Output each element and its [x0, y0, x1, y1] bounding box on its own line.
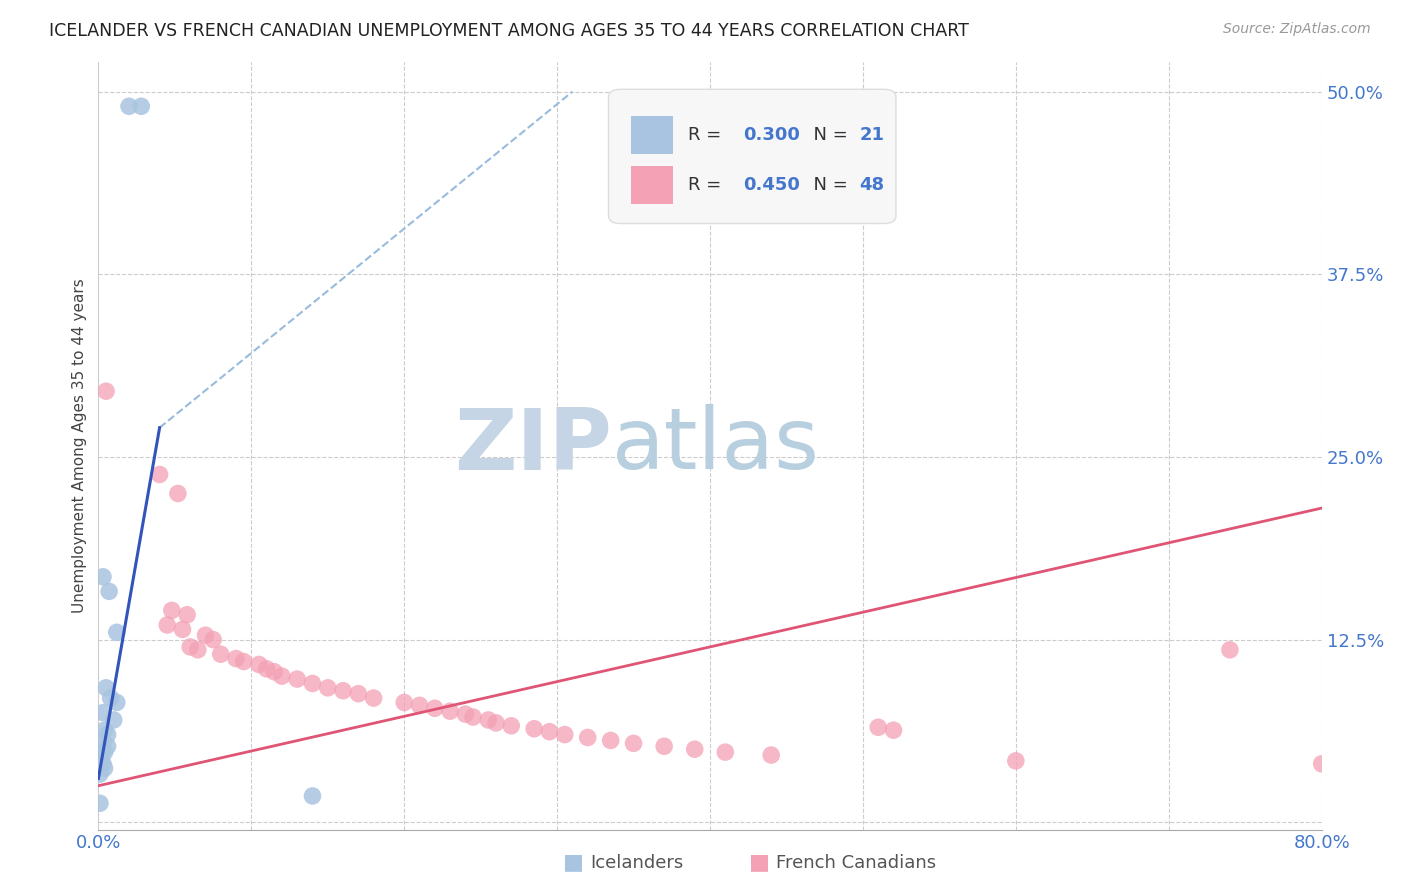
- Point: [156, 618, 179, 632]
- Point: [225, 651, 247, 665]
- Text: ■: ■: [749, 853, 769, 872]
- Point: [714, 745, 737, 759]
- Text: ■: ■: [564, 853, 583, 872]
- Point: [392, 695, 416, 709]
- Text: 21: 21: [859, 127, 884, 145]
- Point: [118, 99, 141, 113]
- Point: [90, 749, 112, 764]
- Point: [759, 747, 782, 762]
- Point: [1310, 756, 1333, 771]
- Point: [91, 756, 114, 771]
- Point: [202, 632, 225, 647]
- Point: [105, 625, 128, 640]
- Point: [461, 710, 484, 724]
- Point: [187, 643, 209, 657]
- Point: [347, 687, 370, 701]
- Point: [209, 647, 232, 661]
- Point: [93, 745, 115, 759]
- Text: R =: R =: [688, 177, 727, 194]
- Point: [100, 691, 122, 706]
- Point: [149, 467, 172, 482]
- Point: [683, 742, 706, 756]
- Point: [89, 767, 111, 781]
- Point: [599, 733, 621, 747]
- Text: atlas: atlas: [612, 404, 820, 488]
- Point: [332, 683, 354, 698]
- Point: [176, 607, 198, 622]
- Point: [576, 731, 599, 745]
- Text: Source: ZipAtlas.com: Source: ZipAtlas.com: [1223, 22, 1371, 37]
- Point: [129, 99, 152, 113]
- Point: [105, 695, 128, 709]
- Point: [1219, 643, 1241, 657]
- Point: [232, 655, 254, 669]
- Point: [1004, 754, 1026, 768]
- Point: [263, 665, 285, 679]
- Text: 0.300: 0.300: [742, 127, 800, 145]
- Y-axis label: Unemployment Among Ages 35 to 44 years: Unemployment Among Ages 35 to 44 years: [72, 278, 87, 614]
- Point: [868, 720, 890, 734]
- Point: [91, 706, 114, 720]
- Point: [98, 584, 121, 599]
- Point: [89, 797, 111, 811]
- FancyBboxPatch shape: [609, 89, 896, 224]
- Point: [301, 676, 323, 690]
- Point: [256, 662, 278, 676]
- Point: [97, 728, 120, 742]
- Point: [363, 691, 385, 706]
- Text: N =: N =: [801, 127, 853, 145]
- Point: [623, 736, 645, 750]
- Point: [423, 701, 446, 715]
- Text: ICELANDER VS FRENCH CANADIAN UNEMPLOYMENT AMONG AGES 35 TO 44 YEARS CORRELATION : ICELANDER VS FRENCH CANADIAN UNEMPLOYMEN…: [49, 22, 969, 40]
- Point: [316, 681, 339, 695]
- Point: [439, 704, 461, 718]
- Point: [167, 486, 190, 500]
- Point: [883, 723, 905, 738]
- Point: [91, 735, 114, 749]
- Point: [179, 640, 201, 654]
- Text: French Canadians: French Canadians: [776, 855, 936, 872]
- Point: [554, 728, 576, 742]
- Point: [538, 724, 561, 739]
- Point: [501, 719, 523, 733]
- Point: [172, 623, 194, 637]
- Point: [97, 739, 120, 754]
- Text: Icelanders: Icelanders: [591, 855, 683, 872]
- FancyBboxPatch shape: [630, 166, 673, 204]
- Point: [94, 384, 117, 399]
- Point: [94, 681, 117, 695]
- Point: [93, 761, 115, 775]
- Point: [301, 789, 323, 803]
- Point: [652, 739, 675, 754]
- Point: [160, 603, 183, 617]
- Point: [285, 672, 308, 686]
- Point: [485, 715, 508, 730]
- Text: R =: R =: [688, 127, 727, 145]
- Text: ZIP: ZIP: [454, 404, 612, 488]
- FancyBboxPatch shape: [630, 116, 673, 154]
- Point: [103, 713, 125, 727]
- Point: [454, 707, 477, 722]
- Point: [270, 669, 292, 683]
- Point: [93, 723, 115, 738]
- Point: [523, 722, 546, 736]
- Point: [91, 570, 114, 584]
- Text: 48: 48: [859, 177, 884, 194]
- Text: 0.450: 0.450: [742, 177, 800, 194]
- Point: [477, 713, 499, 727]
- Point: [247, 657, 270, 672]
- Point: [408, 698, 430, 713]
- Point: [194, 628, 217, 642]
- Text: N =: N =: [801, 177, 853, 194]
